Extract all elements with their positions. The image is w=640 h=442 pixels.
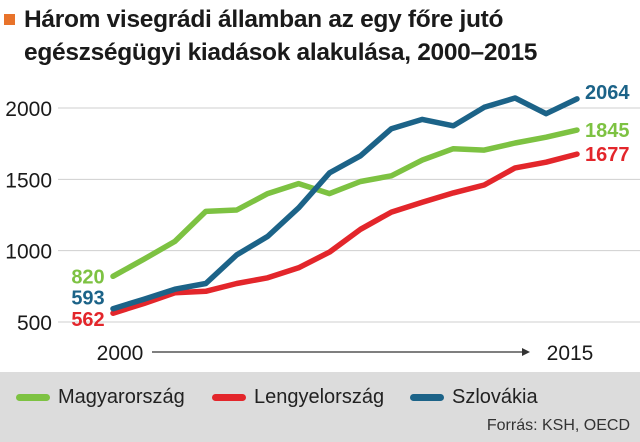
start-label-series-1: 820 [71, 266, 104, 288]
legend-label-2: Lengyelország [254, 385, 385, 408]
source-note: Forrás: KSH, OECD [486, 417, 630, 434]
chart-title-line-1: Három visegrádi államban az egy főre jut… [24, 6, 504, 33]
chart-title-line-2: egészségügyi kiadások alakulása, 2000–20… [24, 39, 538, 66]
legend: Magyarország Lengyelország Szlovákia Forrá… [0, 372, 640, 442]
end-label-series-2: 1677 [585, 144, 630, 166]
chart-title: Három visegrádi államban az egy főre jut… [24, 3, 634, 69]
x-tick-label-start: 2000 [97, 342, 144, 365]
series-line-3 [110, 95, 580, 312]
y-tick-label-1000: 1000 [5, 241, 52, 264]
legend-item-2: Lengyelország [212, 384, 384, 410]
line-chart: 500 1000 1500 2000 2000 2015 820 1845 562 1677 593… [5, 82, 640, 365]
legend-label-3: Szlovákia [452, 385, 538, 408]
y-tick-label-500: 500 [17, 312, 52, 335]
legend-label-1: Magyarország [58, 385, 185, 408]
end-label-series-1: 1845 [585, 120, 630, 142]
y-tick-label-1500: 1500 [5, 169, 52, 192]
x-tick-label-end: 2015 [547, 342, 594, 365]
legend-swatch-3 [410, 393, 444, 401]
legend-item-1: Magyarország [16, 384, 185, 410]
start-label-series-2: 562 [71, 309, 104, 331]
x-axis-arrow-head [522, 348, 530, 356]
y-tick-label-2000: 2000 [5, 98, 52, 121]
legend-item-3: Szlovákia [410, 384, 538, 410]
legend-swatch-2 [212, 393, 246, 401]
series-line-1 [110, 127, 580, 280]
start-label-series-3: 593 [71, 288, 104, 310]
end-label-series-3: 2064 [585, 82, 630, 104]
series-line-2 [110, 151, 580, 316]
title-marker [4, 14, 15, 25]
legend-swatch-1 [16, 393, 50, 401]
